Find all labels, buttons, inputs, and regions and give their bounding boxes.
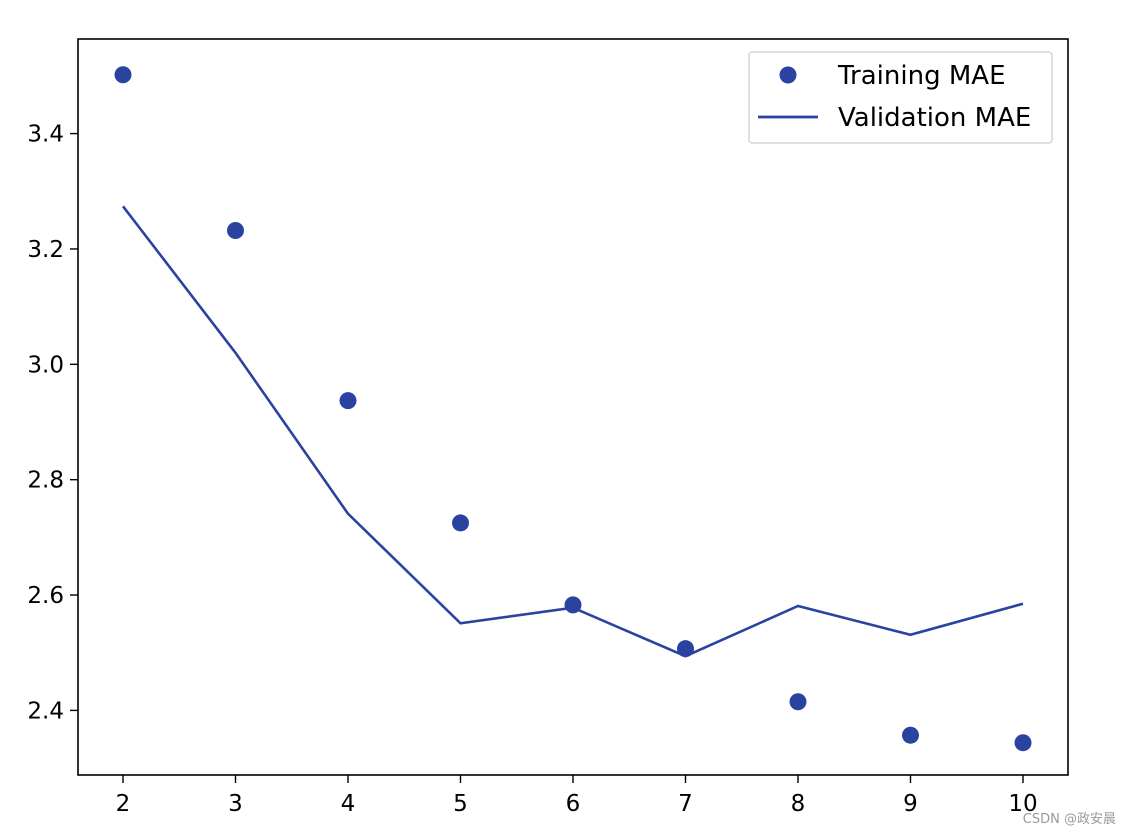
legend-label-validation: Validation MAE [838,103,1031,133]
plot-marks [114,66,1032,752]
y-tick-label: 3.2 [27,237,64,263]
legend-marker-training [779,66,797,84]
training-mae-point [789,693,807,711]
x-tick-label: 7 [678,791,693,817]
x-tick-label: 5 [453,791,468,817]
training-mae-point [902,726,919,744]
training-mae-point [564,596,582,614]
training-mae-point [677,640,694,658]
y-tick-label: 3.4 [27,122,64,148]
x-axis: 2 3 4 5 6 7 8 9 10 [116,775,1038,817]
y-axis: 2.4 2.6 2.8 3.0 3.2 3.4 [27,122,78,724]
y-tick-label: 2.6 [27,583,64,609]
x-tick-label: 4 [341,791,356,817]
training-mae-point [452,514,469,532]
x-tick-label: 6 [566,791,581,817]
x-tick-label: 9 [903,791,918,817]
training-mae-point [1014,734,1032,752]
y-tick-label: 2.4 [27,698,64,724]
x-tick-label: 10 [1008,791,1037,817]
legend-box [748,51,1053,144]
validation-mae-line [121,205,1024,658]
legend: Training MAE Validation MAE [748,51,1053,144]
x-tick-label: 2 [116,791,131,817]
y-tick-label: 2.8 [27,468,64,494]
training-mae-point [339,392,357,410]
training-mae-point [114,66,132,84]
x-tick-label: 3 [228,791,243,817]
x-tick-label: 8 [791,791,806,817]
legend-label-training: Training MAE [837,61,1006,91]
y-tick-label: 3.0 [27,352,64,378]
watermark: CSDN @政安晨 [1023,812,1116,827]
training-mae-point [227,221,244,239]
axes-frame [77,38,1069,776]
